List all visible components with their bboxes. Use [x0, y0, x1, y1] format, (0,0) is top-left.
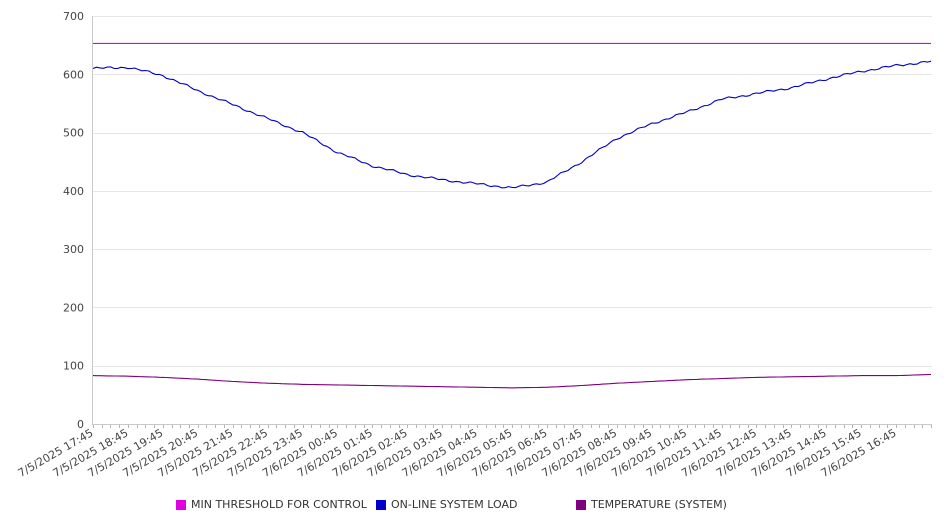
y-tick-labels: 0 100 200 300 400 500 600 700: [63, 10, 84, 431]
legend: MIN THRESHOLD FOR CONTROL ON-LINE SYSTEM…: [0, 498, 946, 514]
legend-swatch-system-load: [376, 499, 386, 510]
series-line-1: [92, 60, 932, 189]
y-tick-label: 0: [77, 418, 84, 431]
legend-swatch-temperature: [576, 499, 586, 510]
grid-lines: [92, 16, 932, 367]
y-tick-label: 600: [63, 68, 84, 81]
series-line-2: [92, 373, 932, 389]
y-tick-label: 100: [63, 360, 84, 373]
y-tick-label: 300: [63, 243, 84, 256]
x-minor-ticks: [93, 425, 932, 428]
y-tick-label: 200: [63, 301, 84, 314]
y-tick-label: 500: [63, 127, 84, 140]
legend-item-temperature: TEMPERATURE (SYSTEM): [576, 498, 727, 511]
series-lines: [92, 42, 932, 389]
legend-label-system-load: ON-LINE SYSTEM LOAD: [391, 498, 518, 511]
y-tick-label: 700: [63, 10, 84, 23]
legend-item-min-threshold: MIN THRESHOLD FOR CONTROL: [176, 498, 367, 511]
x-tick-labels: 7/5/2025 17:457/5/2025 18:457/5/2025 19:…: [16, 426, 899, 480]
axes: [92, 16, 932, 425]
legend-swatch-min-threshold: [176, 499, 186, 510]
legend-item-system-load: ON-LINE SYSTEM LOAD: [376, 498, 517, 511]
legend-label-min-threshold: MIN THRESHOLD FOR CONTROL: [191, 498, 367, 511]
y-tick-label: 400: [63, 185, 84, 198]
legend-label-temperature: TEMPERATURE (SYSTEM): [591, 498, 727, 511]
